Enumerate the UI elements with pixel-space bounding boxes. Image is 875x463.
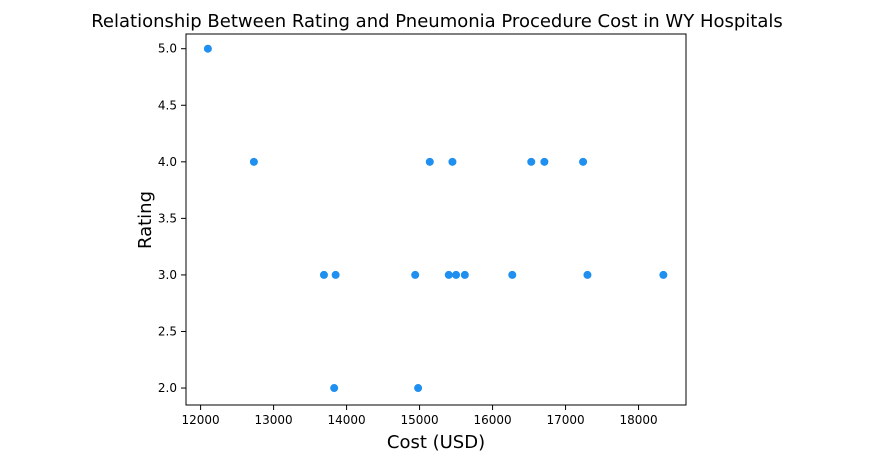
x-tick-label: 12000 [182, 413, 220, 427]
data-point [540, 157, 549, 166]
data-point [448, 157, 457, 166]
data-point [411, 270, 420, 279]
y-tick-label: 3.5 [158, 211, 177, 225]
y-tick-label: 5.0 [158, 42, 177, 56]
data-point [414, 384, 423, 393]
data-point [583, 270, 592, 279]
data-point [331, 270, 340, 279]
x-tick-label: 18000 [619, 413, 657, 427]
data-point [508, 270, 517, 279]
data-point [452, 270, 461, 279]
y-tick-label: 2.0 [158, 381, 177, 395]
data-point [330, 384, 339, 393]
x-axis-label: Cost (USD) [387, 432, 485, 453]
plot-area [185, 33, 687, 406]
y-axis-label: Rating [135, 191, 156, 249]
y-tick-label: 4.0 [158, 155, 177, 169]
x-tick-label: 15000 [400, 413, 438, 427]
data-point [659, 270, 668, 279]
data-point [460, 270, 469, 279]
x-axis: 12000 13000 14000 15000 16000 17000 18000 [182, 405, 658, 427]
data-point [444, 270, 453, 279]
data-point [527, 157, 536, 166]
y-tick-label: 4.5 [158, 98, 177, 112]
x-tick-label: 17000 [546, 413, 584, 427]
data-point [319, 270, 328, 279]
x-tick-label: 13000 [254, 413, 292, 427]
x-tick-label: 16000 [473, 413, 511, 427]
data-point [203, 44, 212, 53]
x-tick-label: 14000 [327, 413, 365, 427]
y-axis: 2.0 2.5 3.0 3.5 4.0 4.5 5.0 [158, 42, 186, 395]
data-points [203, 44, 668, 393]
data-point [579, 157, 588, 166]
data-point [249, 157, 258, 166]
y-tick-label: 3.0 [158, 268, 177, 282]
y-tick-label: 2.5 [158, 324, 177, 338]
chart-title: Relationship Between Rating and Pneumoni… [91, 11, 783, 32]
data-point [425, 157, 434, 166]
